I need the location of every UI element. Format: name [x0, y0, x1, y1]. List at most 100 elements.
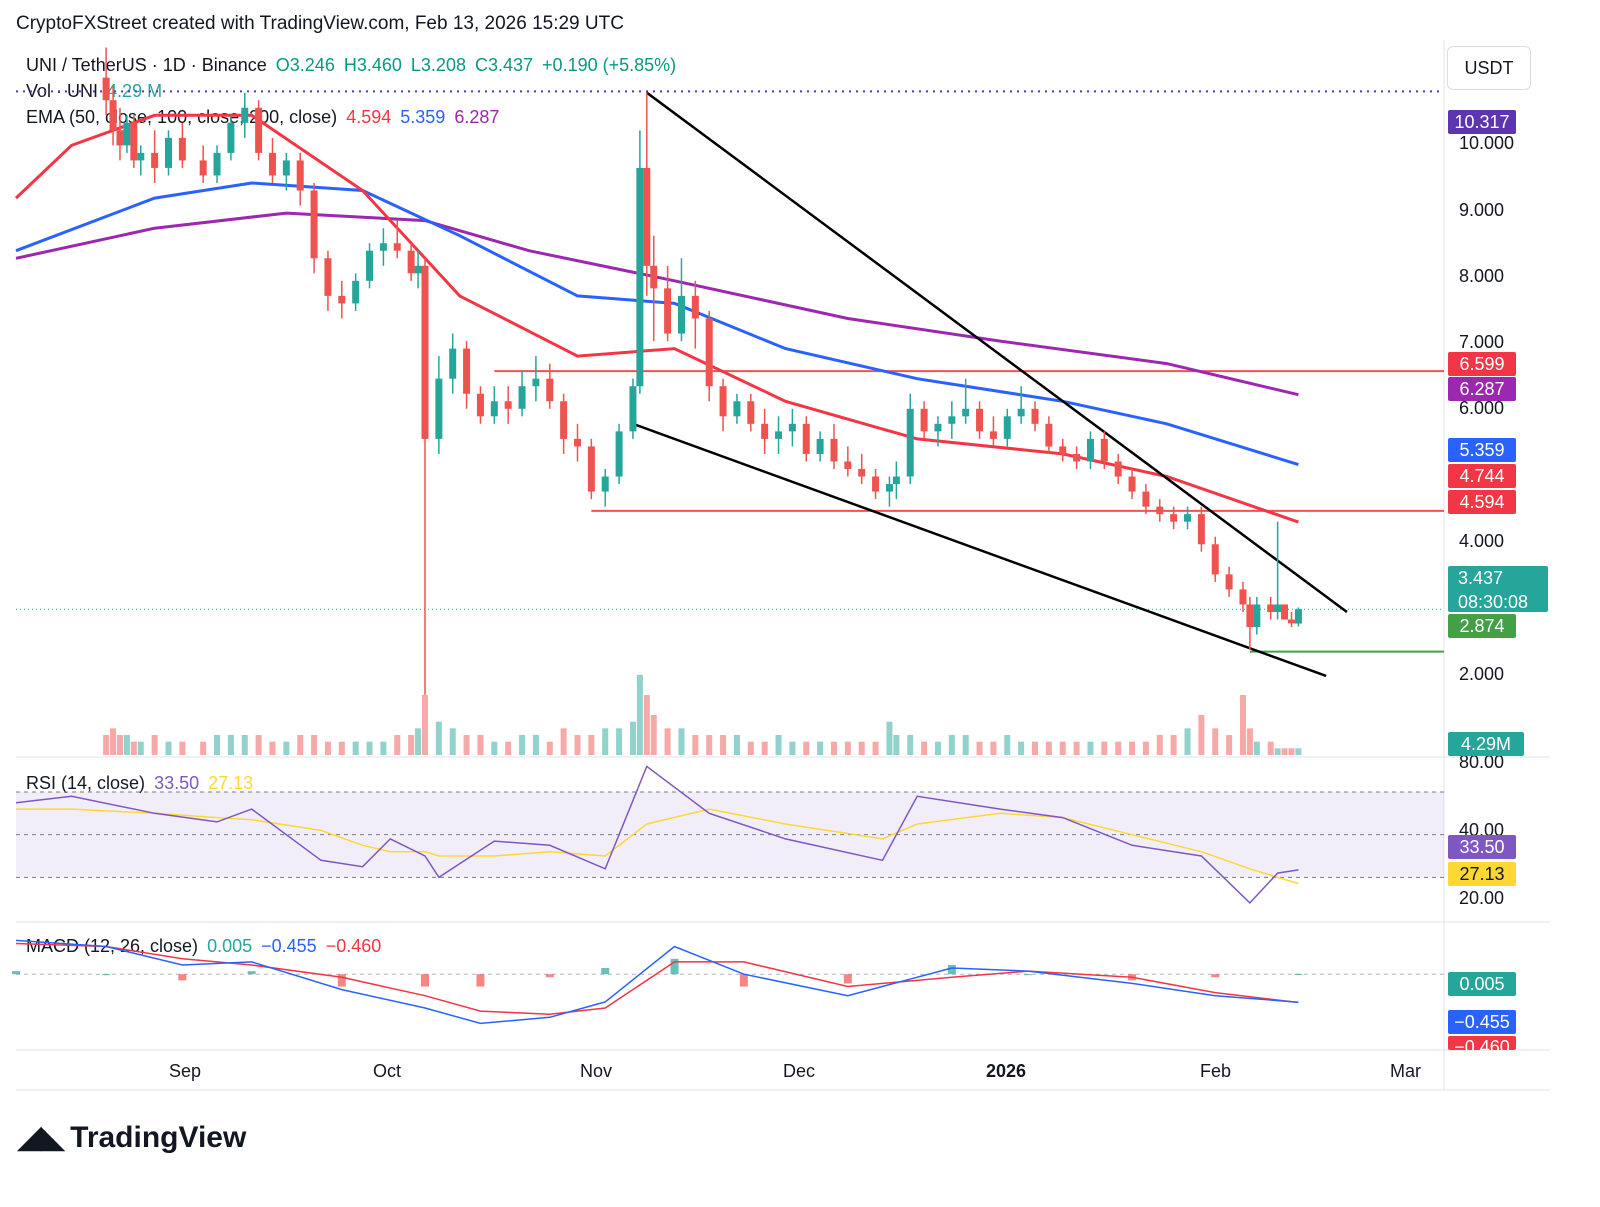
macd-legend: MACD (12, 26, close) 0.005 −0.455 −0.460 — [26, 936, 385, 957]
candle-body — [761, 423, 769, 439]
volume-bar — [1226, 735, 1233, 755]
volume-bar — [907, 735, 914, 755]
candle-body — [1017, 408, 1025, 417]
volume-bar — [872, 741, 879, 755]
price-tick: 9.000 — [1459, 200, 1505, 220]
volume-bar — [1253, 741, 1260, 755]
candle-body — [920, 408, 928, 432]
last-price-value: 3.437 — [1458, 568, 1504, 588]
candle-body — [885, 484, 893, 492]
volume-bar — [1288, 748, 1295, 755]
volume-bar — [588, 735, 595, 755]
price-tick: 2.000 — [1459, 664, 1505, 684]
macd-histogram-bar — [12, 971, 20, 975]
candle-body — [1267, 604, 1275, 612]
volume-bar — [1246, 728, 1253, 755]
candle-body — [1031, 408, 1039, 424]
ohlc-close: C3.437 — [474, 55, 534, 75]
symbol-name[interactable]: UNI / TetherUS · 1D · Binance — [26, 55, 267, 75]
volume-bar — [449, 728, 456, 755]
volume-bar — [921, 741, 928, 755]
ema100-badge: 5.359 — [1448, 438, 1516, 462]
volume-bar — [789, 741, 796, 755]
macd-histogram-bar — [843, 974, 852, 984]
macd-histogram-bar — [601, 968, 610, 975]
candle-body — [1225, 574, 1233, 590]
bar-countdown: 08:30:08 — [1458, 592, 1529, 612]
macd-histogram-bar — [102, 974, 111, 976]
macd-badge: −0.455 — [1448, 1010, 1516, 1034]
candle-body — [816, 438, 824, 454]
volume-bar — [1170, 735, 1177, 755]
volume-label[interactable]: Vol · UNI — [26, 81, 99, 101]
volume-bar — [505, 741, 512, 755]
macd-histogram-bar — [1024, 974, 1033, 976]
volume-bar — [519, 735, 526, 755]
volume-bar — [1087, 741, 1094, 755]
macd-histogram-bar — [670, 958, 679, 975]
rsi-line — [15, 765, 1299, 904]
volume-bar — [324, 741, 331, 755]
volume-bar — [1156, 735, 1163, 755]
candle-body — [490, 401, 498, 417]
symbol-legend: UNI / TetherUS · 1D · Binance O3.246 H3.… — [26, 55, 680, 76]
volume-bar — [1018, 741, 1025, 755]
tradingview-logo[interactable]: ◢◣ TradingView — [18, 1120, 246, 1155]
candle-body — [1045, 423, 1053, 447]
rsi-ma-legend-value: 27.13 — [208, 773, 254, 793]
candle-body — [934, 423, 942, 432]
candle-body — [1128, 476, 1136, 492]
candle-body — [241, 107, 249, 123]
macd-histogram-bar — [545, 974, 554, 978]
ema50-value: 4.594 — [346, 107, 392, 127]
macd-histogram-bar — [247, 971, 256, 975]
volume-bar — [1239, 695, 1246, 755]
candle-body — [1142, 491, 1150, 507]
rsi-label[interactable]: RSI (14, close) — [26, 773, 146, 793]
volume-bar — [830, 741, 837, 755]
candle-body — [962, 408, 970, 417]
candle-body — [587, 446, 595, 492]
candle-body — [691, 295, 699, 319]
price-tick: 6.000 — [1459, 398, 1505, 418]
volume-bar — [803, 741, 810, 755]
volume-bar — [297, 735, 304, 755]
candle-body — [532, 378, 540, 387]
volume-bar — [380, 741, 387, 755]
currency-unit-button[interactable]: USDT — [1447, 46, 1531, 90]
macd-histogram-bar — [739, 974, 748, 987]
volume-bar — [179, 741, 186, 755]
volume-bar — [110, 728, 117, 755]
volume-bar — [352, 741, 359, 755]
ohlc-high: H3.460 — [343, 55, 402, 75]
signal-badge: −0.460 — [1448, 1036, 1516, 1050]
candle-body — [227, 122, 235, 153]
candle-body — [476, 393, 484, 417]
volume-bar — [1212, 728, 1219, 755]
macd-label[interactable]: MACD (12, 26, close) — [26, 936, 199, 956]
candle-body — [310, 190, 318, 259]
candle-body — [1253, 604, 1261, 628]
volume-bar — [1032, 741, 1039, 755]
last-price-badge: 3.437 08:30:08 — [1448, 566, 1548, 612]
ema200-value: 6.287 — [454, 107, 500, 127]
candle-body — [352, 280, 360, 304]
volume-bar — [574, 735, 581, 755]
time-tick: Dec — [783, 1061, 816, 1081]
volume-bar — [421, 695, 428, 755]
volume-bar — [165, 741, 172, 755]
candle-body — [213, 152, 221, 176]
rsi-ma-badge: 27.13 — [1448, 862, 1516, 886]
macd-histogram-bar — [178, 974, 187, 981]
rsi-badge: 33.50 — [1448, 835, 1516, 859]
candle-body — [504, 401, 512, 409]
volume-bar — [844, 741, 851, 755]
candle-body — [1281, 604, 1289, 620]
volume-bar — [664, 728, 671, 755]
candle-body — [414, 265, 422, 274]
candle-body — [199, 160, 207, 176]
candle-body — [1073, 453, 1081, 462]
volume-bar — [214, 735, 221, 755]
rsi-tick: 20.00 — [1459, 888, 1505, 908]
